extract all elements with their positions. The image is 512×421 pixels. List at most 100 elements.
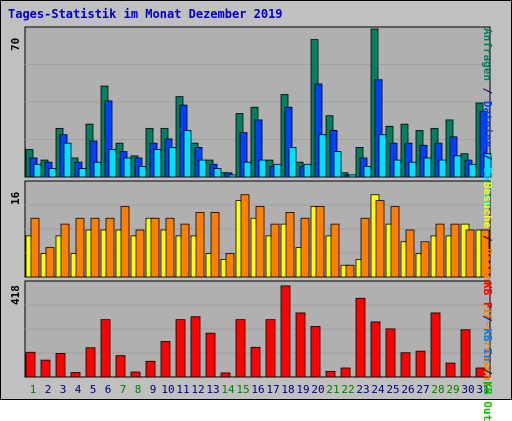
bar-middle-rechner-day-21 — [330, 223, 340, 278]
bar-middle-rechner-day-13 — [210, 211, 220, 278]
bar-top-seiten-day-20 — [318, 134, 327, 178]
bar-top-dateien-day-5 — [89, 140, 98, 178]
legend-middle-item-1: / — [481, 228, 494, 249]
bar-middle-rechner-day-5 — [90, 217, 100, 278]
bar-middle-rechner-day-4 — [75, 217, 85, 278]
day-label-9: 9 — [150, 383, 157, 396]
bar-middle-rechner-day-18 — [285, 211, 295, 278]
bar-middle-rechner-day-31 — [480, 229, 490, 278]
bar-top-seiten-day-10 — [168, 146, 177, 178]
day-label-28: 28 — [431, 383, 444, 396]
bar-top-dateien-day-16 — [254, 119, 263, 178]
day-label-29: 29 — [446, 383, 459, 396]
day-label-14: 14 — [221, 383, 235, 396]
bar-bottom-kb-f-day-7 — [115, 355, 126, 378]
legend-bottom-item-2: KB In — [481, 328, 494, 362]
bar-bottom-kb-f-day-11 — [175, 319, 186, 378]
bar-bottom-kb-f-day-12 — [190, 316, 201, 378]
bar-middle-rechner-day-10 — [165, 217, 175, 278]
legend-top-item-0: Anfragen — [481, 28, 494, 81]
bar-middle-rechner-day-9 — [150, 217, 160, 278]
bar-middle-rechner-day-27 — [420, 241, 430, 278]
bar-bottom-kb-f-day-10 — [160, 341, 171, 378]
chart-title: Tages-Statistik im Monat Dezember 2019 — [8, 7, 283, 21]
bar-top-seiten-day-12 — [198, 159, 207, 178]
bottom-panel-legend: KB F / KB In / KB Out — [481, 282, 494, 421]
bar-middle-rechner-day-26 — [405, 229, 415, 278]
bar-bottom-kb-f-day-31 — [475, 367, 486, 378]
bar-bottom-kb-f-day-25 — [385, 328, 396, 378]
bar-middle-rechner-day-17 — [270, 223, 280, 278]
bar-middle-rechner-day-3 — [60, 223, 70, 278]
bar-top-seiten-day-29 — [453, 155, 462, 178]
day-label-15: 15 — [236, 383, 249, 396]
day-label-13: 13 — [206, 383, 219, 396]
bar-top-seiten-day-22 — [348, 174, 357, 178]
day-label-12: 12 — [191, 383, 204, 396]
bar-top-seiten-day-25 — [393, 159, 402, 178]
bar-top-seiten-day-13 — [213, 168, 222, 178]
day-label-31: 31 — [476, 383, 489, 396]
day-label-21: 21 — [326, 383, 339, 396]
bar-top-seiten-day-1 — [33, 163, 42, 178]
day-label-20: 20 — [311, 383, 324, 396]
day-label-2: 2 — [45, 383, 52, 396]
day-label-24: 24 — [371, 383, 385, 396]
bar-top-seiten-day-15 — [243, 161, 252, 178]
bar-bottom-kb-f-day-3 — [55, 352, 66, 378]
bar-top-dateien-day-18 — [284, 106, 293, 178]
bar-bottom-kb-f-day-16 — [250, 346, 261, 378]
day-label-8: 8 — [135, 383, 142, 396]
bar-top-seiten-day-24 — [378, 134, 387, 178]
bar-middle-rechner-day-16 — [255, 206, 265, 278]
bar-bottom-kb-f-day-29 — [445, 362, 456, 378]
bar-middle-rechner-day-24 — [375, 200, 385, 278]
bar-top-dateien-day-26 — [404, 142, 413, 178]
top-panel-max-label: 70 — [9, 37, 22, 51]
bar-top-seiten-day-2 — [48, 168, 57, 178]
bar-middle-rechner-day-23 — [360, 217, 370, 278]
bar-top-seiten-day-18 — [288, 146, 297, 178]
bottom-panel-max-label: 418 — [9, 285, 22, 305]
day-label-16: 16 — [251, 383, 264, 396]
bar-bottom-kb-f-day-18 — [280, 285, 291, 378]
bar-bottom-kb-f-day-30 — [460, 329, 471, 378]
bar-middle-rechner-day-7 — [120, 206, 130, 278]
middle-panel-max-label: 16 — [9, 191, 22, 205]
bar-bottom-kb-f-day-23 — [355, 297, 366, 378]
bar-bottom-kb-f-day-24 — [370, 321, 381, 378]
bar-bottom-kb-f-day-20 — [310, 326, 321, 378]
day-label-10: 10 — [161, 383, 174, 396]
bar-top-dateien-day-31 — [479, 111, 488, 178]
bar-top-dateien-day-24 — [374, 79, 383, 178]
bar-top-seiten-day-7 — [123, 157, 132, 178]
day-label-5: 5 — [90, 383, 97, 396]
bar-middle-rechner-day-12 — [195, 211, 205, 278]
day-label-4: 4 — [75, 383, 82, 396]
bar-bottom-kb-f-day-19 — [295, 312, 306, 378]
bar-middle-rechner-day-15 — [240, 194, 250, 278]
bar-top-seiten-day-30 — [468, 163, 477, 178]
bar-top-seiten-day-21 — [333, 151, 342, 178]
bar-bottom-kb-f-day-6 — [100, 319, 111, 378]
bar-top-seiten-day-27 — [423, 157, 432, 178]
bar-top-seiten-day-19 — [303, 163, 312, 178]
bar-bottom-kb-f-day-27 — [415, 350, 426, 378]
bar-middle-rechner-day-20 — [315, 206, 325, 278]
day-label-27: 27 — [416, 383, 429, 396]
bar-middle-rechner-day-25 — [390, 206, 400, 278]
day-label-25: 25 — [386, 383, 399, 396]
bar-top-seiten-day-3 — [63, 142, 72, 178]
bar-top-seiten-day-9 — [153, 149, 162, 178]
bar-bottom-kb-f-day-26 — [400, 352, 411, 378]
day-label-1: 1 — [30, 383, 37, 396]
bar-bottom-kb-f-day-13 — [205, 332, 216, 378]
daily-statistics-chart: 1 2 3 4 5 6 7 8 9 10 11 12 13 14 15 16 17 18 19 20 21 22 23 24 2… — [24, 26, 492, 396]
day-label-30: 30 — [461, 383, 474, 396]
legend-top-item-2: Dateien — [481, 100, 494, 148]
bar-top-seiten-day-17 — [273, 163, 282, 178]
legend-bottom-item-3: / — [481, 361, 494, 382]
bar-bottom-kb-f-day-9 — [145, 360, 156, 378]
bar-bottom-kb-f-day-4 — [70, 372, 81, 378]
